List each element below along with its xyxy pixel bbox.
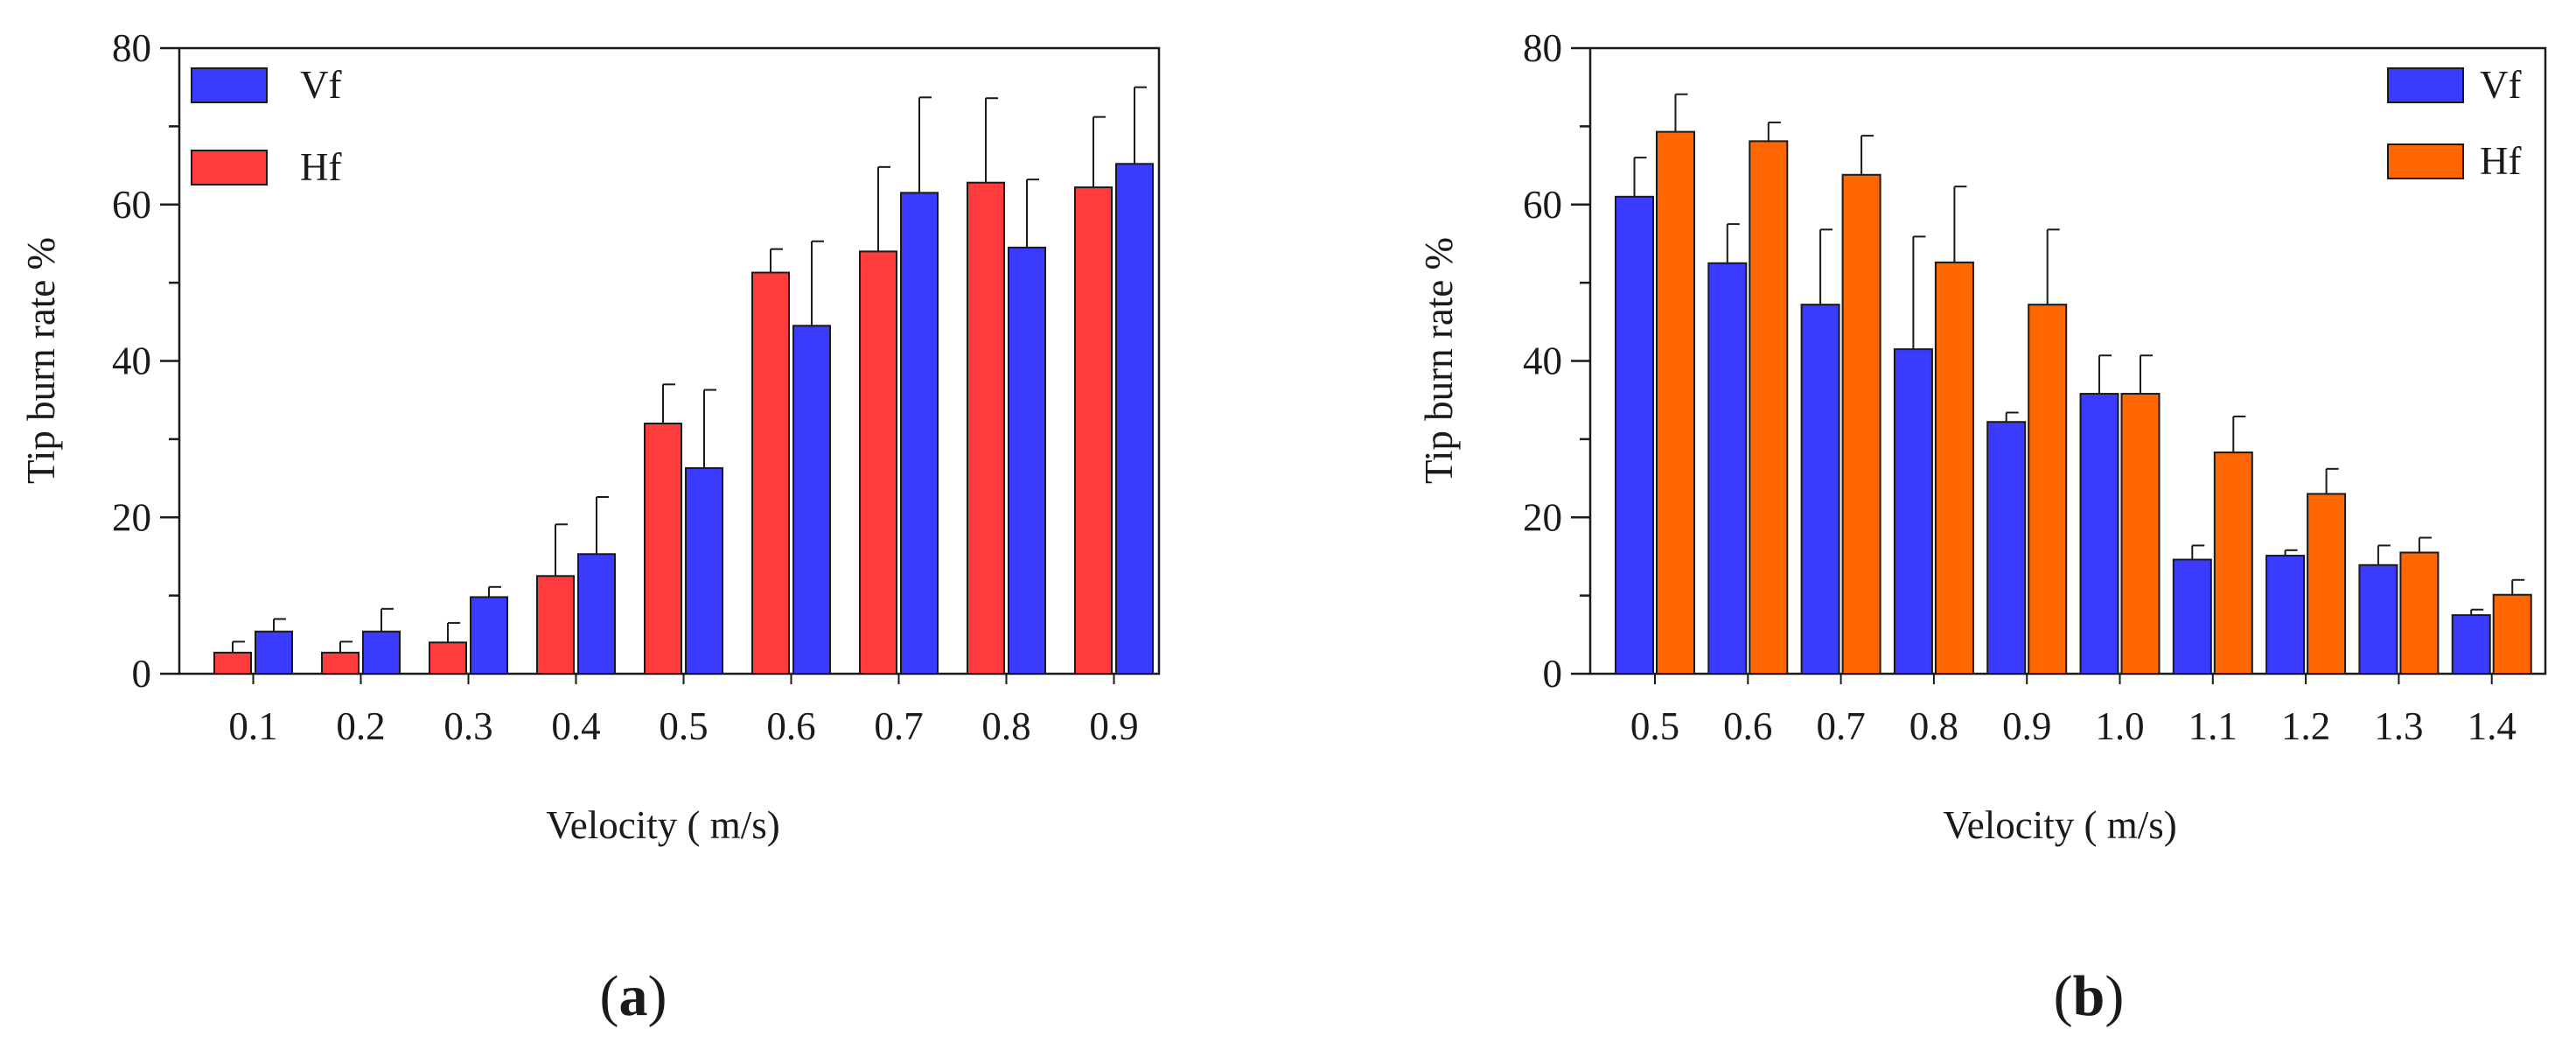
chart-a-x-tick-labels: 0.1 0.2 0.3 0.4 0.5 0.6 0.7 0.8 0.9 — [228, 674, 1139, 748]
chart-b-legend-swatch-hf — [2387, 144, 2464, 179]
chart-b-bar-hf — [2028, 304, 2068, 675]
chart-b-legend-swatch-vf — [2387, 67, 2464, 103]
chart-a-bar-hf — [213, 651, 252, 676]
chart-b-x-tick-labels: 0.5 0.6 0.7 0.8 0.9 1.0 1.1 1.2 1.3 1.4 — [1630, 674, 2517, 748]
chart-a-bar-vf — [900, 192, 939, 675]
chart-a-bar-hf — [644, 423, 682, 675]
chart-b-bar-hf — [2307, 493, 2347, 675]
chart-b-bar-hf — [2399, 551, 2440, 675]
chart-a-legend-label-hf: Hf — [300, 145, 341, 189]
chart-b-bar-vf — [2451, 613, 2491, 675]
chart-b-y-axis-title: Tip burn rate % — [1417, 237, 1461, 484]
chart-a-bar-vf — [577, 553, 616, 675]
chart-b-y-tick-label: 80 — [1523, 26, 1562, 70]
chart-a-y-ticks: 0 20 40 60 80 — [112, 26, 179, 696]
chart-a-legend-swatch-vf — [191, 67, 268, 103]
chart-b-bar-vf — [1800, 304, 1840, 675]
chart-b-bar-hf — [1841, 173, 1881, 676]
chart-a-bars — [213, 86, 1154, 676]
chart-b-x-tick-label: 1.0 — [2095, 704, 2144, 748]
chart-a-bar-hf — [429, 641, 467, 675]
chart-a-bar-hf — [1074, 186, 1113, 675]
chart-a-panel-label: (a) — [600, 964, 667, 1028]
chart-b-bar-vf — [2265, 555, 2306, 676]
chart-a-bar-vf — [255, 630, 293, 675]
chart-a-bar-vf — [1115, 163, 1154, 675]
chart-b-y-tick-label: 20 — [1523, 495, 1562, 539]
chart-a-bar-vf — [685, 466, 723, 675]
chart-b-panel-label: (b) — [2054, 964, 2125, 1028]
chart-b-bar-hf — [2120, 393, 2161, 675]
chart-b-bar-hf — [1656, 130, 1695, 676]
chart-a-bar-hf — [321, 651, 360, 676]
chart-b-x-tick-label: 0.6 — [1723, 704, 1772, 748]
chart-a-bar-vf — [362, 630, 401, 675]
chart-b-legend-label-hf: Hf — [2480, 139, 2521, 183]
chart-b-x-tick-label: 1.1 — [2189, 704, 2237, 748]
chart-a-x-tick-label: 0.5 — [659, 704, 708, 748]
chart-b-panel-letter: b — [2073, 964, 2105, 1028]
chart-b-x-tick-label: 0.5 — [1630, 704, 1679, 748]
chart-a-x-tick-label: 0.3 — [443, 704, 492, 748]
chart-a-x-tick-label: 0.2 — [336, 704, 385, 748]
chart-b-x-tick-label: 1.3 — [2374, 704, 2423, 748]
chart-a-legend: Vf Hf — [191, 63, 341, 189]
chart-b-bar-vf — [1707, 262, 1748, 675]
chart-a-bar-hf — [751, 271, 790, 675]
chart-b-y-tick-label: 40 — [1523, 340, 1562, 383]
chart-b-bar-vf — [2079, 393, 2119, 675]
chart-a-x-tick-label: 0.7 — [874, 704, 923, 748]
chart-a-x-tick-label: 0.6 — [766, 704, 815, 748]
chart-a-bar-vf — [1008, 246, 1046, 675]
chart-a-bar-hf — [859, 250, 897, 675]
chart-b-x-tick-label: 0.9 — [2002, 704, 2051, 748]
chart-b-x-tick-label: 1.4 — [2468, 704, 2517, 748]
chart-a-bar-vf — [470, 596, 508, 675]
chart-a-legend-label-vf: Vf — [300, 63, 341, 107]
chart-b-x-tick-label: 0.8 — [1909, 704, 1958, 748]
chart-a: 0 20 40 60 80 0.1 0.2 0.3 0.4 0.5 0.6 0.7 0.8 0.9 Ti… — [19, 26, 1161, 1028]
chart-a-y-tick-label: 40 — [112, 340, 151, 383]
chart-a-bar-vf — [792, 325, 831, 675]
chart-a-x-tick-label: 0.1 — [228, 704, 277, 748]
chart-b-legend: Vf Hf — [2387, 63, 2521, 183]
chart-b-bar-vf — [1893, 348, 1933, 675]
chart-b: 0 20 40 60 80 0.5 0.6 0.7 0.8 0.9 1.0 1.1 1.2 1.3 1.4… — [1417, 26, 2547, 1028]
chart-a-bar-hf — [967, 181, 1005, 676]
chart-b-bar-hf — [1749, 140, 1789, 675]
chart-b-bar-vf — [2358, 564, 2398, 675]
chart-b-y-tick-label: 60 — [1523, 183, 1562, 227]
chart-b-x-axis-title: Velocity ( m/s) — [1943, 803, 2176, 847]
chart-b-y-tick-label: 0 — [1543, 652, 1563, 696]
chart-a-y-tick-label: 60 — [112, 183, 151, 227]
chart-a-y-axis-title: Tip burn rate % — [19, 237, 63, 484]
chart-a-x-tick-label: 0.8 — [981, 704, 1030, 748]
chart-a-panel-letter: a — [619, 964, 648, 1028]
chart-b-bar-vf — [1986, 421, 2027, 675]
chart-b-bar-hf — [2492, 593, 2532, 676]
chart-a-y-tick-label: 20 — [112, 495, 151, 539]
chart-b-bar-vf — [1615, 195, 1654, 675]
chart-b-x-tick-label: 1.2 — [2281, 704, 2330, 748]
chart-a-y-tick-label: 80 — [112, 26, 151, 70]
chart-a-x-tick-label: 0.4 — [551, 704, 600, 748]
chart-b-bar-hf — [1934, 261, 1974, 675]
chart-b-y-ticks: 0 20 40 60 80 — [1523, 26, 1590, 696]
chart-a-legend-swatch-hf — [191, 150, 268, 186]
chart-b-bar-vf — [2172, 558, 2212, 676]
chart-b-bars — [1615, 93, 2532, 676]
chart-b-legend-label-vf: Vf — [2480, 63, 2521, 107]
chart-b-bar-hf — [2213, 452, 2253, 675]
chart-a-x-axis-title: Velocity ( m/s) — [546, 803, 779, 847]
chart-a-y-tick-label: 0 — [132, 652, 152, 696]
chart-b-x-tick-label: 0.7 — [1816, 704, 1865, 748]
chart-a-bar-hf — [536, 575, 575, 675]
chart-a-x-tick-label: 0.9 — [1089, 704, 1138, 748]
